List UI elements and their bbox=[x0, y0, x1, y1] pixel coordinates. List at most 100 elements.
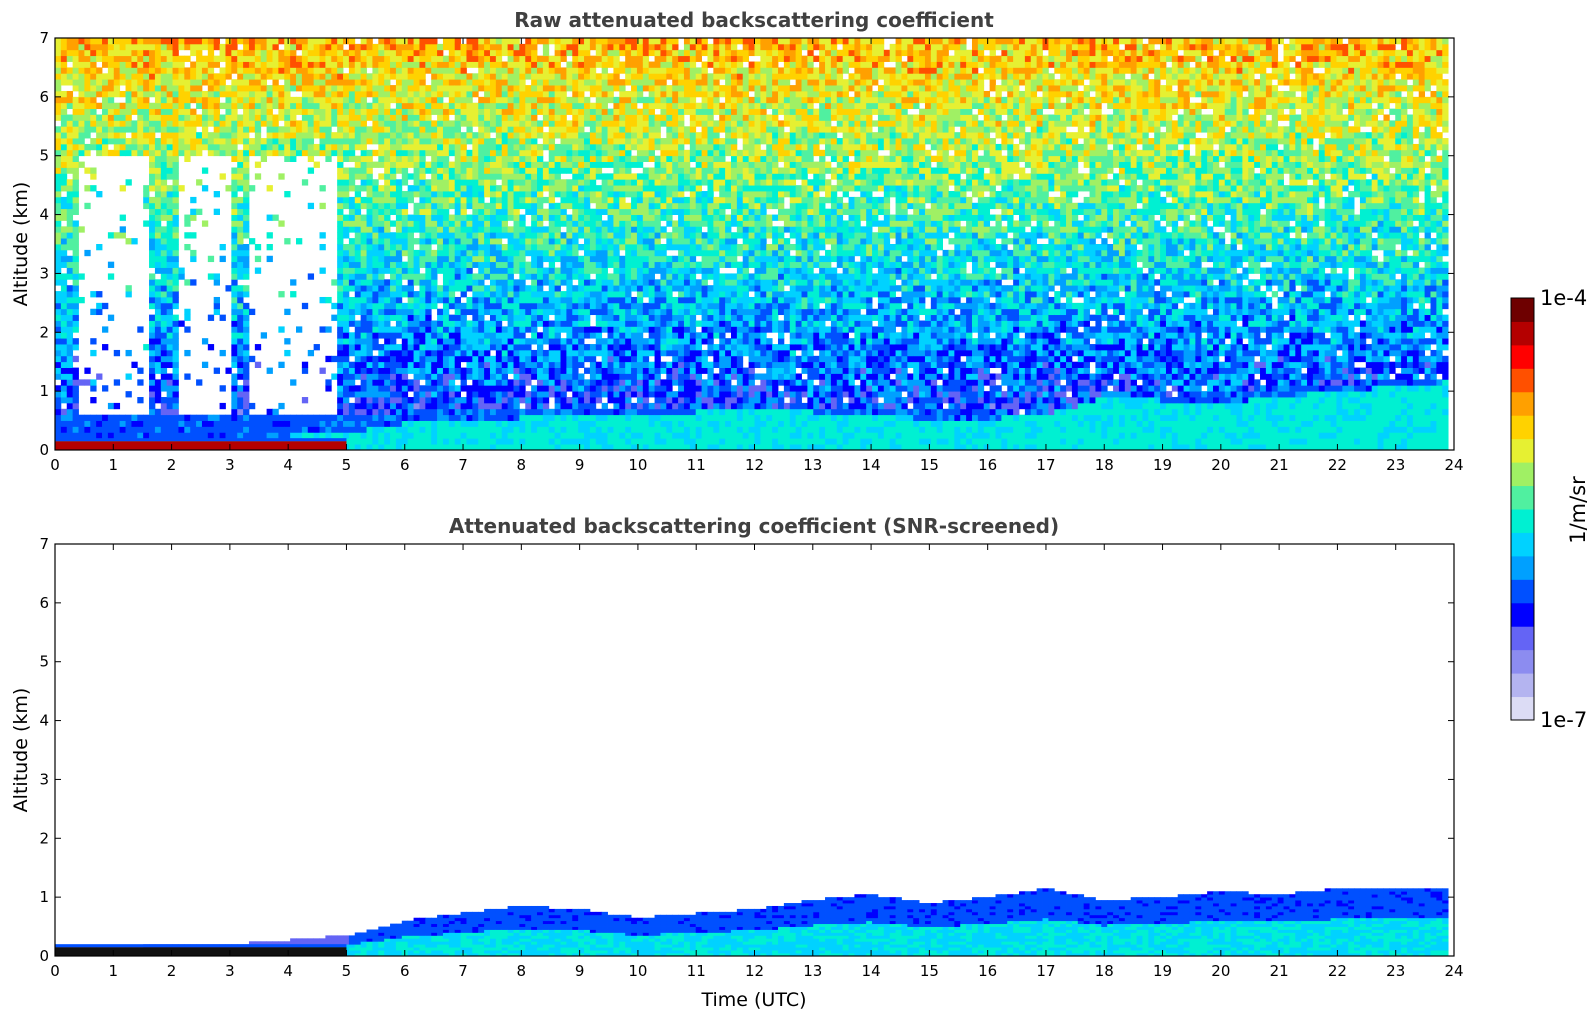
heatmap-cell bbox=[243, 368, 249, 374]
heatmap-cell bbox=[243, 91, 249, 97]
heatmap-cell bbox=[343, 356, 349, 362]
heatmap-cell bbox=[149, 262, 155, 268]
heatmap-cell bbox=[355, 250, 361, 256]
heatmap-cell bbox=[231, 426, 237, 432]
heatmap-cell bbox=[349, 268, 355, 274]
heatmap-cell bbox=[114, 126, 120, 132]
heatmap-cell bbox=[314, 79, 320, 85]
heatmap-cell bbox=[343, 344, 349, 350]
heatmap-cell bbox=[96, 44, 102, 50]
heatmap-cell bbox=[173, 91, 179, 97]
heatmap-cell bbox=[196, 50, 202, 56]
heatmap-cell bbox=[173, 220, 179, 226]
heatmap-cell bbox=[284, 115, 290, 121]
heatmap-cell bbox=[61, 415, 67, 421]
heatmap-cell bbox=[96, 415, 102, 421]
heatmap-cell bbox=[320, 44, 326, 50]
heatmap-cell bbox=[349, 209, 355, 215]
heatmap-cell bbox=[243, 232, 249, 238]
heatmap-cell bbox=[343, 215, 349, 221]
heatmap-cell bbox=[137, 44, 143, 50]
heatmap-cell bbox=[320, 109, 326, 115]
heatmap-cell bbox=[202, 120, 208, 126]
heatmap-cell bbox=[149, 120, 155, 126]
heatmap-cell bbox=[173, 350, 179, 356]
heatmap-cell bbox=[126, 415, 132, 421]
heatmap-cell bbox=[349, 362, 355, 368]
heatmap-cell bbox=[79, 138, 85, 144]
heatmap-cell bbox=[349, 409, 355, 415]
heatmap-cell bbox=[272, 115, 278, 121]
heatmap-cell bbox=[149, 203, 155, 209]
heatmap-cell bbox=[173, 321, 179, 327]
heatmap-cell bbox=[343, 150, 349, 156]
heatmap-cell bbox=[61, 138, 67, 144]
heatmap-cell bbox=[143, 197, 149, 203]
heatmap-cell bbox=[343, 321, 349, 327]
heatmap-cell bbox=[349, 321, 355, 327]
heatmap-cell bbox=[214, 150, 220, 156]
heatmap-cell bbox=[225, 421, 231, 427]
heatmap-cell bbox=[337, 120, 343, 126]
heatmap-cell bbox=[337, 315, 343, 321]
heatmap-cell bbox=[167, 315, 173, 321]
heatmap-cell bbox=[249, 150, 255, 156]
heatmap-cell bbox=[355, 391, 361, 397]
heatmap-cell bbox=[155, 156, 161, 162]
heatmap-cell bbox=[55, 50, 61, 56]
heatmap-cell bbox=[137, 97, 143, 103]
heatmap-cell bbox=[220, 56, 226, 62]
heatmap-cell bbox=[331, 373, 337, 379]
heatmap-cell bbox=[73, 56, 79, 62]
heatmap-cell bbox=[214, 115, 220, 121]
heatmap-cell bbox=[320, 144, 326, 150]
heatmap-cell bbox=[55, 97, 61, 103]
heatmap-cell bbox=[173, 103, 179, 109]
heatmap-cell bbox=[149, 232, 155, 238]
heatmap-cell bbox=[325, 56, 331, 62]
heatmap-cell bbox=[343, 73, 349, 79]
heatmap-cell bbox=[255, 132, 261, 138]
heatmap-cell bbox=[237, 273, 243, 279]
heatmap-cell bbox=[131, 38, 137, 44]
heatmap-cell bbox=[84, 115, 90, 121]
heatmap-cell bbox=[237, 285, 243, 291]
heatmap-cell bbox=[296, 79, 302, 85]
heatmap-cell bbox=[67, 262, 73, 268]
heatmap-cell bbox=[255, 150, 261, 156]
heatmap-cell bbox=[278, 326, 284, 332]
heatmap-cell bbox=[173, 315, 179, 321]
heatmap-cell bbox=[272, 138, 278, 144]
heatmap-cell bbox=[178, 185, 184, 191]
heatmap-cell bbox=[272, 62, 278, 68]
heatmap-cell bbox=[267, 62, 273, 68]
heatmap-cell bbox=[255, 67, 261, 73]
heatmap-cell bbox=[178, 273, 184, 279]
heatmap-cell bbox=[308, 120, 314, 126]
heatmap-cell bbox=[231, 250, 237, 256]
heatmap-cell bbox=[231, 326, 237, 332]
heatmap-cell bbox=[278, 432, 284, 438]
heatmap-cell bbox=[143, 50, 149, 56]
heatmap-cell bbox=[184, 44, 190, 50]
heatmap-cell bbox=[320, 203, 326, 209]
heatmap-cell bbox=[355, 238, 361, 244]
heatmap-cell bbox=[272, 67, 278, 73]
heatmap-cell bbox=[178, 138, 184, 144]
heatmap-cell bbox=[355, 203, 361, 209]
heatmap-cell bbox=[343, 362, 349, 368]
heatmap-cell bbox=[208, 150, 214, 156]
heatmap-cell bbox=[337, 138, 343, 144]
heatmap-cell bbox=[114, 79, 120, 85]
heatmap-cell bbox=[331, 91, 337, 97]
heatmap-cell bbox=[167, 279, 173, 285]
heatmap-cell bbox=[220, 315, 226, 321]
heatmap-cell bbox=[178, 426, 184, 432]
heatmap-cell bbox=[67, 350, 73, 356]
heatmap-cell bbox=[237, 156, 243, 162]
heatmap-cell bbox=[73, 103, 79, 109]
heatmap-cell bbox=[214, 273, 220, 279]
heatmap-cell bbox=[73, 409, 79, 415]
heatmap-cell bbox=[167, 44, 173, 50]
heatmap-cell bbox=[337, 62, 343, 68]
